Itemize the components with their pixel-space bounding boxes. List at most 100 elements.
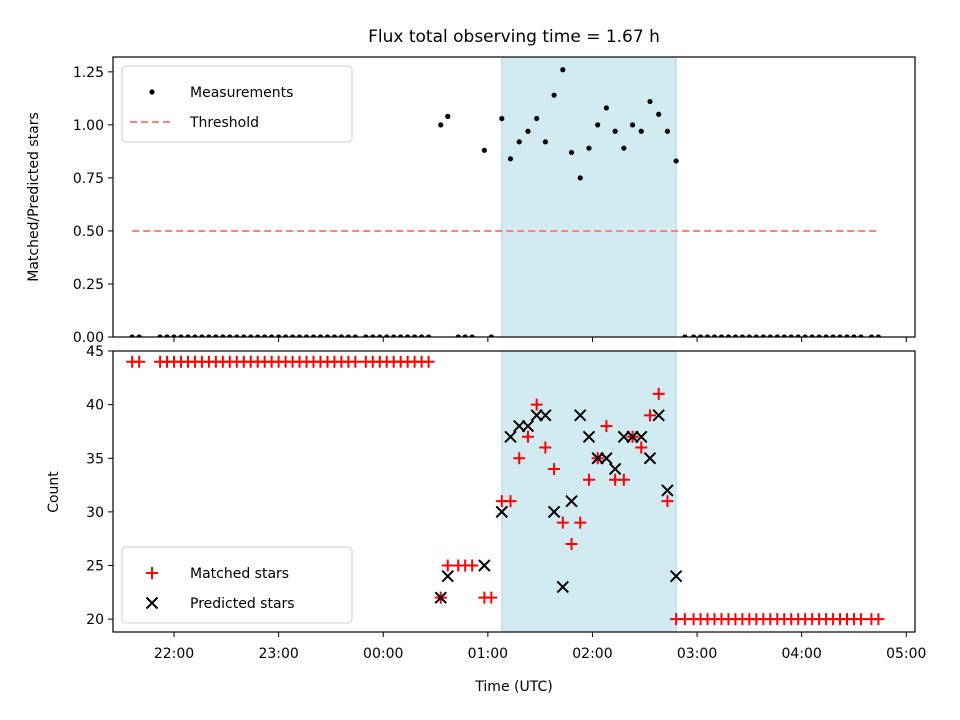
- measurement-point: [595, 122, 601, 128]
- measurement-point: [220, 334, 226, 337]
- measurement-point: [178, 334, 184, 337]
- measurement-point: [760, 334, 766, 337]
- y-tick-label: 1.00: [73, 118, 104, 134]
- legend-marker-matched: [146, 567, 158, 579]
- predicted-star-point: [521, 419, 535, 433]
- predicted-star-point: [556, 580, 570, 594]
- measurement-point: [603, 105, 610, 111]
- y-tick-label: 0.75: [73, 171, 104, 187]
- y-axis-label-ratio: Matched/Predicted stars: [26, 112, 42, 282]
- measurement-point: [289, 334, 296, 337]
- measurement-point: [711, 334, 718, 337]
- legend: Matched stars Predicted stars: [121, 546, 353, 624]
- measurement-point: [568, 149, 575, 156]
- measurement-point: [227, 334, 233, 337]
- measurement-point: [795, 334, 801, 337]
- measurement-point: [732, 334, 739, 337]
- observing-window-shade: [501, 56, 677, 338]
- x-tick-label: 05:00: [886, 646, 926, 662]
- matched-star-point: [539, 441, 552, 454]
- predicted-star-point: [495, 505, 509, 519]
- measurement-point: [164, 334, 170, 337]
- measurement-point: [248, 334, 254, 337]
- measurement-point: [296, 334, 303, 337]
- matched-star-point: [854, 613, 867, 626]
- legend-marker-measurements: [149, 89, 155, 95]
- measurement-point: [462, 334, 468, 337]
- measurement-point: [682, 334, 688, 337]
- matched-star-point: [521, 430, 534, 443]
- matched-star-point: [872, 613, 885, 626]
- legend: Measurements Threshold: [121, 65, 353, 143]
- legend-box: [121, 65, 353, 143]
- measurement-point: [157, 334, 163, 337]
- measurement-point: [310, 334, 317, 337]
- measurement-point: [802, 334, 808, 337]
- matched-star-point: [133, 355, 146, 368]
- matched-star-point: [441, 559, 454, 572]
- matched-star-point: [661, 495, 674, 508]
- legend-label: Measurements: [190, 85, 293, 101]
- measurement-point: [418, 334, 425, 337]
- predicted-star-point: [441, 570, 454, 583]
- measurement-point: [377, 334, 383, 337]
- measurement-point: [621, 145, 627, 151]
- legend-label: Matched stars: [190, 566, 289, 582]
- matched-star-point: [513, 452, 526, 465]
- measurement-point: [767, 334, 773, 337]
- measurement-point: [851, 334, 857, 337]
- y-tick-label: 0.00: [73, 330, 104, 346]
- measurement-point: [269, 334, 275, 337]
- measurement-point: [425, 334, 432, 337]
- observing-window-shade: [501, 350, 677, 633]
- measurement-point: [352, 334, 358, 337]
- measurement-point: [255, 334, 261, 337]
- measurement-point: [445, 113, 451, 119]
- measurement-point: [136, 334, 142, 337]
- x-tick-label: 03:00: [677, 646, 717, 662]
- measurement-point: [638, 128, 644, 134]
- measurement-point: [739, 334, 745, 337]
- measurement-point: [455, 334, 461, 337]
- measurement-point: [129, 334, 135, 337]
- measurement-point: [781, 334, 787, 337]
- measurement-point: [185, 334, 191, 337]
- measurement-point: [303, 334, 310, 337]
- measurement-point: [338, 334, 344, 337]
- measurement-point: [612, 128, 618, 134]
- matched-star-point: [349, 355, 362, 368]
- x-axis-label: Time (UTC): [474, 679, 552, 695]
- matched-star-point: [635, 441, 648, 454]
- measurement-point: [241, 334, 247, 337]
- y-axis-label-count: Count: [46, 471, 62, 513]
- measurement-point: [788, 334, 794, 337]
- measurement-point: [753, 334, 759, 337]
- matched-star-point: [466, 559, 479, 572]
- measurement-point: [868, 334, 875, 337]
- measurement-point: [499, 115, 505, 122]
- measurement-point: [317, 334, 324, 337]
- y-tick-label: 35: [86, 451, 104, 467]
- y-tick-label: 45: [86, 344, 104, 360]
- predicted-star-point: [504, 430, 517, 444]
- y-tick-label: 0.25: [73, 277, 104, 293]
- predicted-star-point: [669, 570, 683, 583]
- measurement-point: [534, 115, 540, 122]
- data-marks: [129, 67, 881, 337]
- measurement-point: [560, 67, 566, 73]
- measurement-point: [664, 128, 671, 134]
- measurement-point: [844, 334, 850, 337]
- predicted-star-point: [608, 462, 622, 476]
- legend-marker-predicted: [145, 596, 159, 610]
- measurement-point: [525, 128, 531, 134]
- measurement-point: [673, 158, 679, 164]
- ratio-panel: 0.00 0.25 0.50 0.75 1.00 1.25 Measurements Thre…: [73, 56, 916, 346]
- measurement-point: [345, 334, 351, 337]
- measurement-point: [542, 139, 548, 145]
- measurement-point: [171, 334, 177, 337]
- measurement-point: [858, 334, 864, 337]
- x-tick-label: 01:00: [468, 646, 508, 662]
- measurement-point: [469, 334, 475, 337]
- x-tick-label: 04:00: [781, 646, 821, 662]
